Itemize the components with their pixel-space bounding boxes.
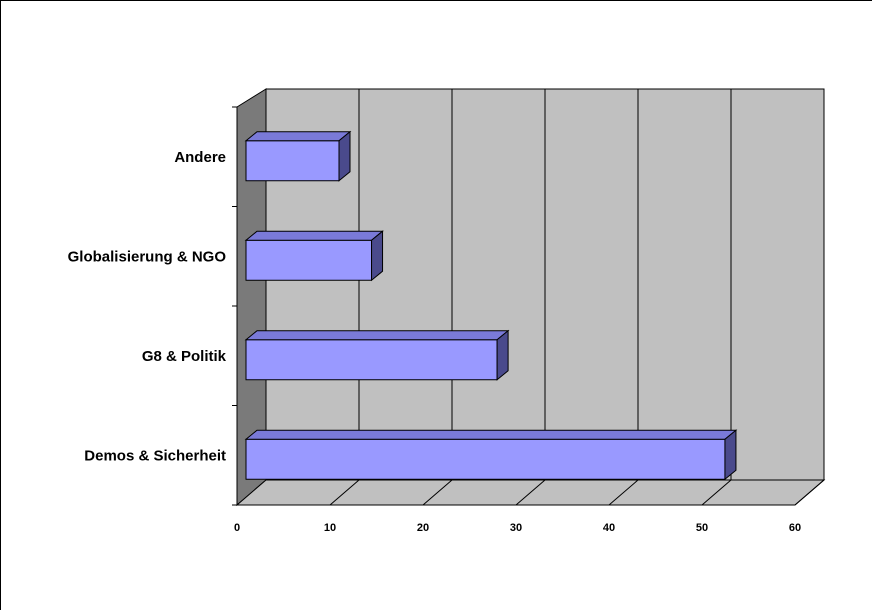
bar-side [371,230,384,282]
bar-top [244,131,352,142]
chart-bars [244,130,738,481]
bar [244,230,384,282]
bar-front [245,239,373,281]
category-labels: Demos & Sicherheit G8 & Politik Globalisie… [68,149,227,465]
bar-front [245,339,498,381]
gridline-floor [515,479,546,506]
x-tick-label: 0 [234,522,240,534]
bar [244,130,352,182]
x-tick-label: 20 [417,522,429,534]
x-tick-label: 40 [603,522,615,534]
x-tick-label: 60 [789,522,801,534]
gridline-floor [422,479,453,506]
category-label: Andere [174,149,226,166]
x-tick-labels: 0 10 20 30 40 50 60 [234,522,801,534]
bar [244,429,738,481]
bar-front [245,140,340,182]
bar-top [244,330,510,341]
x-tick-label: 10 [324,522,336,534]
category-label: Demos & Sicherheit [84,447,226,464]
bar-side [338,130,351,182]
bar [244,329,510,381]
bar-side [496,329,509,381]
bar-top [244,230,384,241]
x-tick-label: 30 [510,522,522,534]
bar-side [724,429,737,481]
x-tick-label: 50 [696,522,708,534]
gridline-floor [608,479,639,506]
chart-gridlines [329,89,825,506]
gridline-floor [701,479,732,506]
bar-front [245,438,726,480]
gridline-floor [794,479,825,506]
category-label: G8 & Politik [142,348,227,365]
chart-axes [232,106,795,506]
gridline-floor [329,479,360,506]
bar-top [244,429,738,440]
category-label: Globalisierung & NGO [68,248,227,265]
